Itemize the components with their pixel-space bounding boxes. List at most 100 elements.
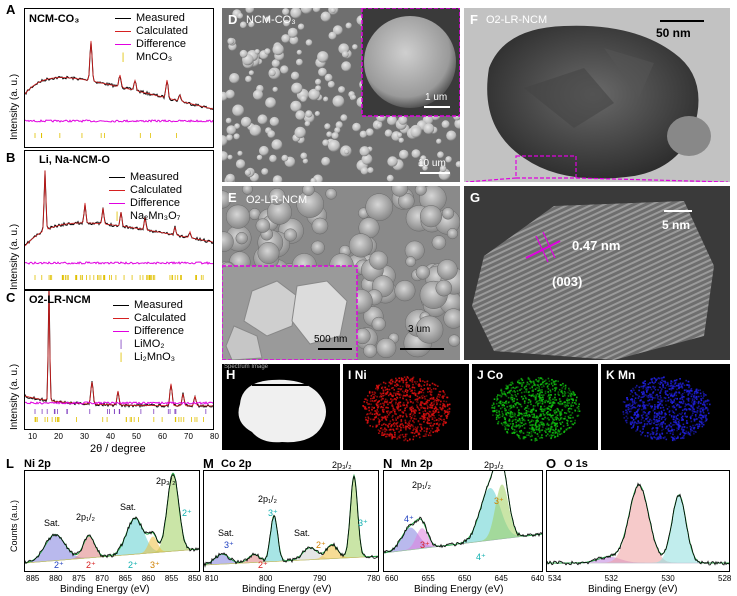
eds-dot: [410, 406, 413, 409]
eds-dot: [395, 379, 398, 382]
eds-dot: [425, 395, 428, 397]
eds-dot: [544, 401, 546, 404]
eds-dot: [655, 438, 658, 441]
eds-dot: [554, 432, 557, 434]
eds-dot: [550, 426, 553, 428]
eds-dot: [659, 402, 662, 405]
eds-dot: [554, 380, 557, 382]
eds-dot: [560, 427, 562, 429]
eds-dot: [697, 427, 699, 429]
eds-dot: [683, 434, 685, 437]
eds-dot: [384, 398, 387, 401]
eds-dot: [388, 388, 391, 391]
sem-particle: [315, 78, 322, 85]
phase-ticks-a: [34, 133, 177, 138]
eds-dot: [547, 395, 549, 398]
eds-dot: [505, 422, 508, 425]
eds-dot: [648, 411, 650, 413]
eds-dot: [696, 391, 698, 394]
eds-dot: [378, 432, 380, 434]
eds-dot: [514, 413, 517, 416]
eds-dot: [542, 381, 544, 383]
eds-dot: [391, 424, 393, 426]
eds-dot: [503, 416, 506, 419]
sem-particle: [239, 21, 247, 29]
eds-dot: [651, 395, 653, 397]
sem-particle: [308, 88, 320, 101]
eds-dot: [633, 401, 636, 403]
eds-dot: [368, 392, 371, 394]
sem-particle: [367, 167, 374, 174]
eds-dot: [649, 405, 652, 407]
eds-dot: [685, 432, 687, 435]
sem-particle: [315, 85, 322, 92]
sem-particle: [244, 169, 251, 176]
eds-dot: [416, 429, 418, 432]
eds-dot: [384, 386, 386, 389]
eds-dot: [674, 421, 677, 423]
eds-dot: [416, 427, 418, 430]
eds-dot: [704, 400, 707, 402]
stamp-label-h: Spectrum Image: [224, 364, 269, 370]
eds-dot: [423, 395, 426, 398]
eds-dot: [407, 395, 410, 398]
eds-dot: [406, 384, 408, 386]
eds-dot: [448, 412, 450, 415]
eds-dot: [505, 401, 507, 403]
xps-raw: [204, 475, 378, 568]
eds-dot: [671, 381, 674, 383]
eds-dot: [381, 386, 384, 388]
eds-dot: [666, 381, 669, 384]
eds-dot: [389, 432, 392, 435]
eds-dot: [433, 399, 436, 402]
eds-dot: [527, 391, 530, 394]
eds-dot: [409, 388, 411, 390]
eds-dot: [373, 397, 375, 399]
eds-dot: [660, 436, 662, 438]
eds-dot: [683, 408, 686, 411]
eds-dot: [654, 389, 657, 391]
eds-dot: [689, 431, 692, 433]
eds-dot: [436, 430, 439, 433]
eds-dot: [371, 391, 374, 393]
eds-dot: [537, 425, 539, 428]
eds-dot: [553, 422, 556, 424]
eds-dot: [687, 394, 689, 396]
eds-dot: [417, 407, 420, 410]
eds-dot: [637, 415, 639, 417]
eds-dot: [509, 410, 512, 413]
eds-dot: [626, 417, 629, 419]
eds-dot: [409, 399, 411, 401]
eds-dot: [434, 417, 436, 419]
eds-dot: [423, 427, 426, 429]
xrd-plot-c: O2-LR-NCM Measured Calculated Difference…: [24, 290, 214, 430]
eds-dot: [641, 432, 643, 434]
eds-dot: [675, 417, 677, 419]
eds-dot: [549, 389, 552, 392]
eds-dot: [410, 418, 412, 420]
sem-particle: [233, 133, 240, 140]
eds-dot: [655, 433, 657, 436]
eds-dot: [682, 437, 685, 439]
eds-dot: [636, 394, 639, 396]
sem-particle: [351, 94, 357, 100]
eds-dot: [434, 430, 437, 432]
eds-dot: [701, 418, 703, 421]
eds-dot: [395, 377, 397, 380]
eds-dot: [534, 398, 537, 401]
eds-dot: [531, 409, 534, 411]
eds-dot: [688, 386, 690, 389]
eds-dot: [386, 410, 388, 413]
eds-dot: [387, 426, 390, 428]
eds-dot: [532, 427, 535, 430]
eds-dot: [519, 431, 522, 434]
eds-dot: [540, 397, 542, 399]
eds-dot: [692, 404, 695, 406]
eds-dot: [513, 397, 516, 400]
eds-dot: [383, 416, 385, 419]
eds-dot: [659, 381, 662, 383]
eds-dot: [657, 405, 659, 407]
eds-dot: [403, 376, 406, 378]
eds-dot: [503, 421, 505, 424]
eds-dot: [516, 433, 518, 436]
